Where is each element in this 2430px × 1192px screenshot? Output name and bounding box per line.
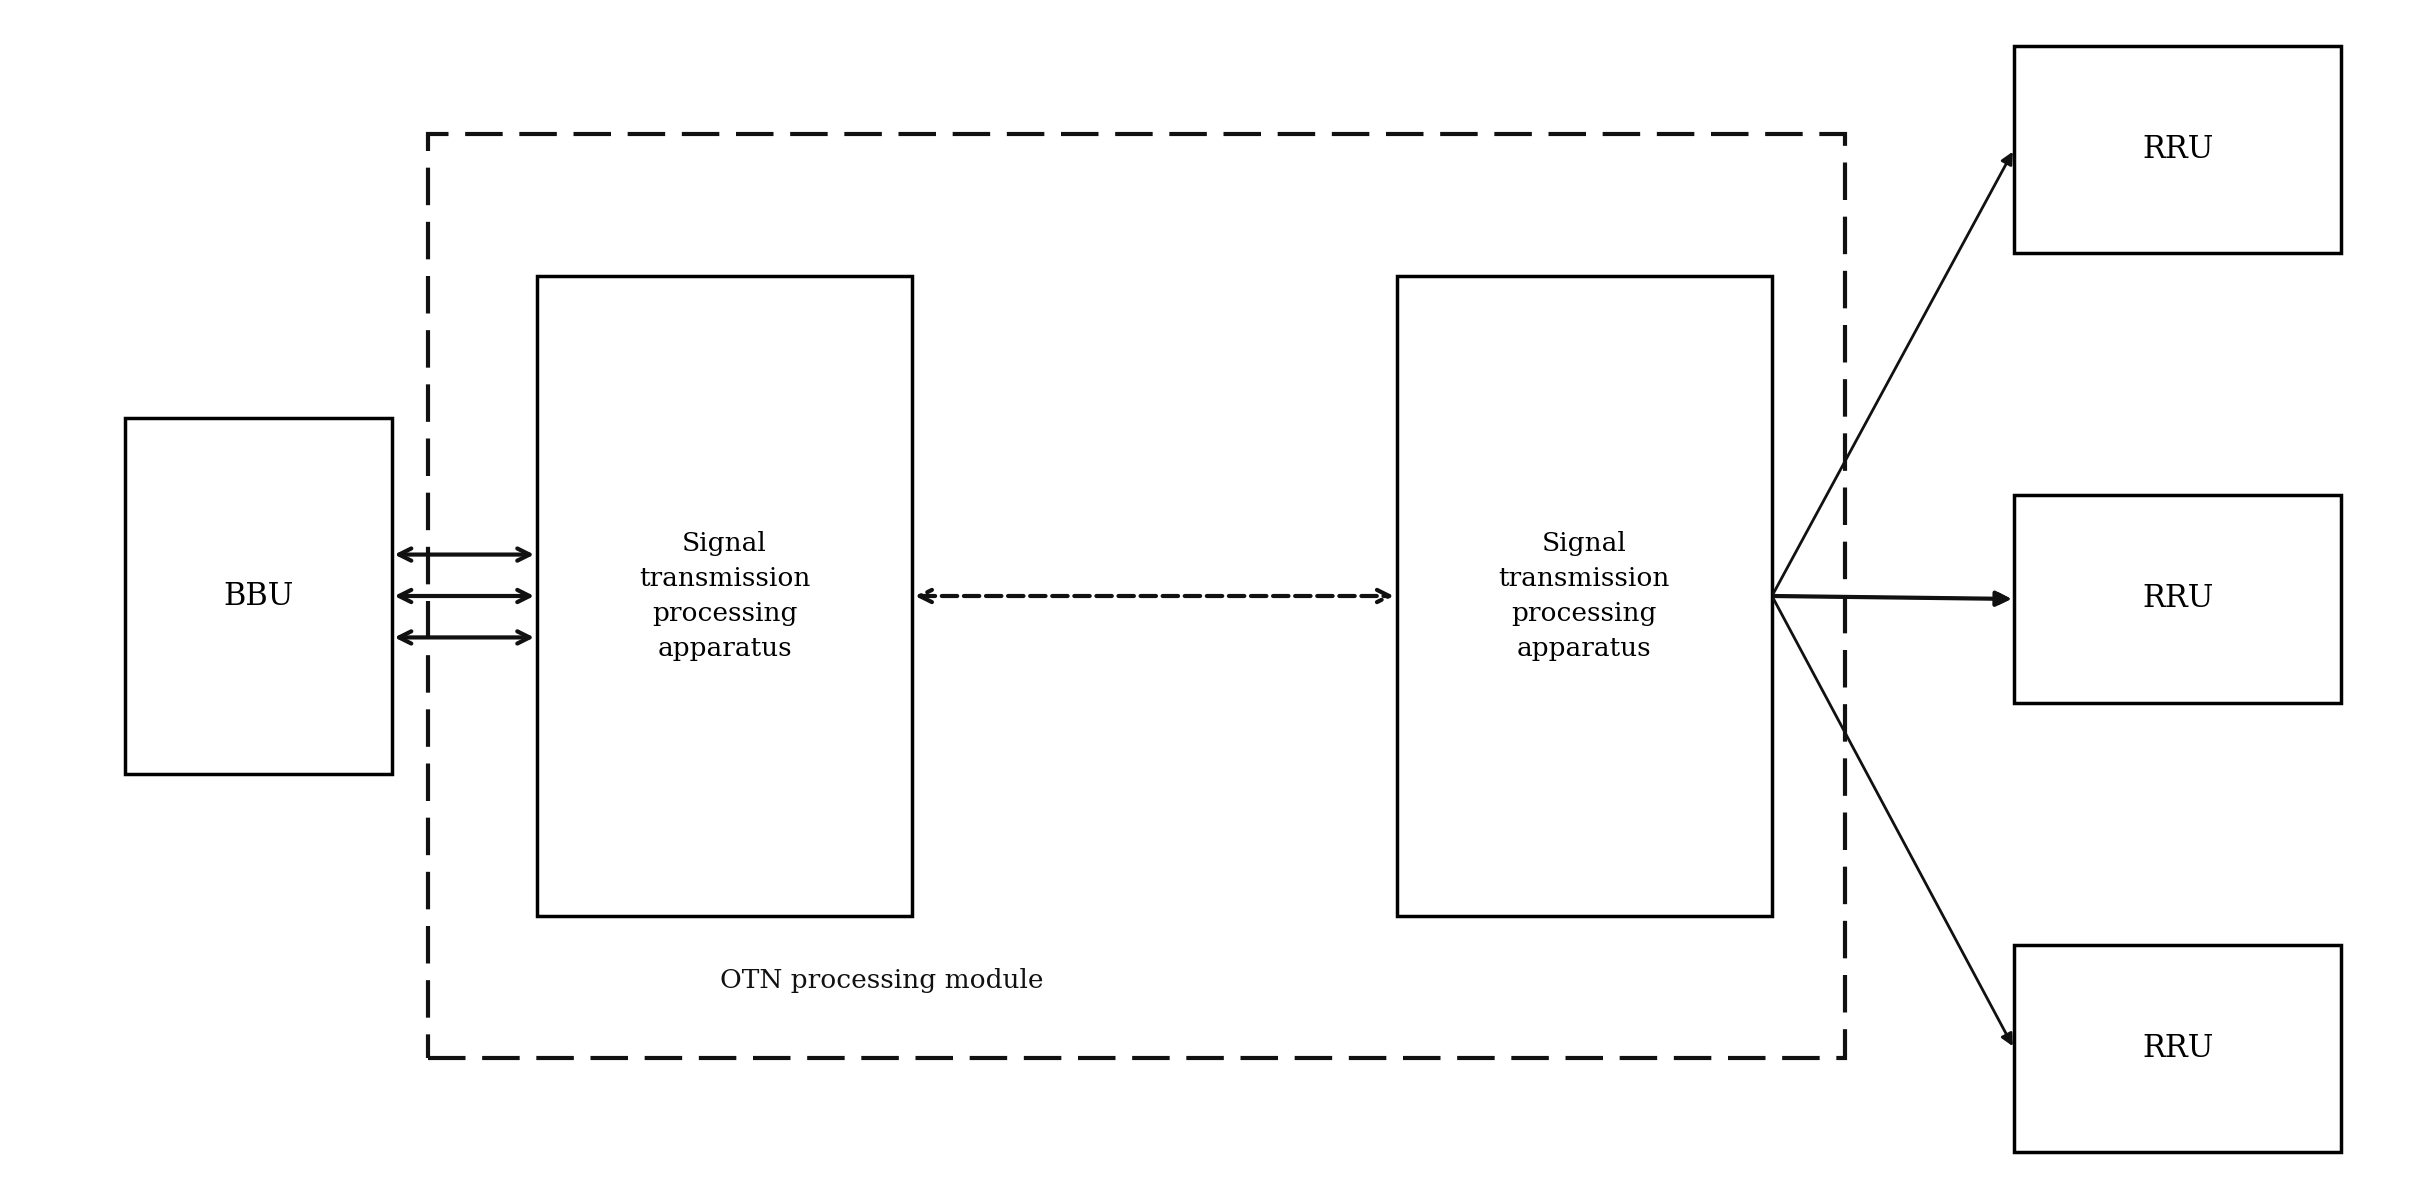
Bar (126, 418, 391, 774)
Text: RRU: RRU (2141, 1033, 2214, 1064)
Text: RRU: RRU (2141, 134, 2214, 164)
Bar (1397, 277, 1771, 915)
Bar (537, 277, 911, 915)
Bar (2014, 45, 2340, 253)
Text: OTN processing module: OTN processing module (719, 968, 1042, 993)
Bar (428, 135, 1844, 1057)
Text: Signal
transmission
processing
apparatus: Signal transmission processing apparatus (639, 530, 809, 662)
Bar (2014, 496, 2340, 702)
Text: Signal
transmission
processing
apparatus: Signal transmission processing apparatus (1499, 530, 1669, 662)
Text: RRU: RRU (2141, 583, 2214, 614)
Text: BBU: BBU (224, 581, 294, 611)
Bar (2014, 945, 2340, 1153)
